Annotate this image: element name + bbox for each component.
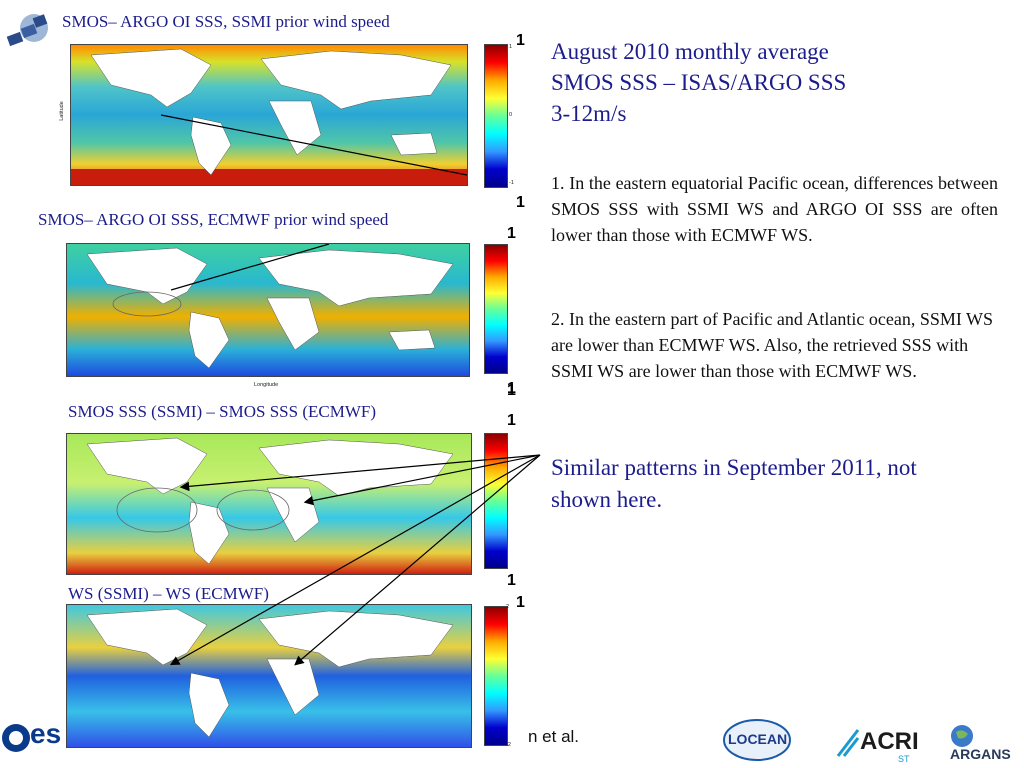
map-panel-3 bbox=[66, 433, 472, 575]
heading-line-3: 3-12m/s bbox=[551, 101, 627, 126]
colorbar-1-bottom: -1 bbox=[509, 180, 514, 186]
colorbar-1-zero: 0 bbox=[509, 112, 513, 118]
acri-logo-sub: ST bbox=[898, 754, 910, 764]
colorbar-3 bbox=[484, 433, 508, 569]
panel-title-4: WS (SSMI) – WS (ECMWF) bbox=[68, 584, 269, 603]
locean-logo-text: LOCEAN bbox=[728, 731, 788, 747]
stray-label: 1 bbox=[507, 382, 516, 399]
satellite-logo bbox=[4, 8, 50, 52]
colorbar-2 bbox=[484, 244, 508, 374]
stray-label: 1 bbox=[507, 380, 516, 397]
acri-logo-text: ACRI bbox=[860, 728, 919, 755]
panel-title-3: SMOS SSS (SSMI) – SMOS SSS (ECMWF) bbox=[68, 402, 377, 421]
locean-logo bbox=[722, 718, 792, 762]
heading-line-1: August 2010 monthly average bbox=[551, 39, 829, 64]
esa-logo bbox=[0, 718, 56, 758]
panel-title-2: SMOS– ARGO OI SSS, ECMWF prior wind spee… bbox=[38, 210, 389, 229]
acri-logo-wave bbox=[836, 728, 860, 758]
stray-label: 1 bbox=[516, 594, 525, 611]
stray-label: 1 bbox=[507, 225, 516, 242]
colorbar-1-top: 1 bbox=[509, 44, 513, 50]
esa-logo-text: es bbox=[30, 718, 62, 749]
colorbar-1 bbox=[484, 44, 508, 188]
panel-title-1: SMOS– ARGO OI SSS, SSMI prior wind speed bbox=[62, 12, 390, 31]
stray-label: 1 bbox=[507, 572, 516, 589]
map-panel-2 bbox=[66, 243, 470, 377]
similar-note: Similar patterns in September 2011, not … bbox=[551, 455, 917, 512]
point-1: 1. In the eastern equatorial Pacific oce… bbox=[551, 173, 998, 245]
argans-globe-icon bbox=[950, 724, 974, 748]
author-fragment: n et al. bbox=[528, 727, 580, 746]
colorbar-4 bbox=[484, 606, 508, 746]
point-2: 2. In the eastern part of Pacific and At… bbox=[551, 309, 994, 381]
stray-label: 1 bbox=[516, 194, 525, 211]
map-panel-1 bbox=[70, 44, 468, 186]
xlabel-2: Longitude bbox=[254, 382, 279, 388]
argans-logo-text: ARGANS bbox=[950, 746, 1011, 762]
colorbar-4-bottom: -2 bbox=[506, 742, 511, 748]
colorbar-4-top: 2 bbox=[506, 604, 510, 610]
stray-label: 1 bbox=[507, 412, 516, 429]
heading-line-2: SMOS SSS – ISAS/ARGO SSS bbox=[551, 70, 847, 95]
stray-label: 1 bbox=[516, 32, 525, 49]
map-panel-4 bbox=[66, 604, 472, 748]
